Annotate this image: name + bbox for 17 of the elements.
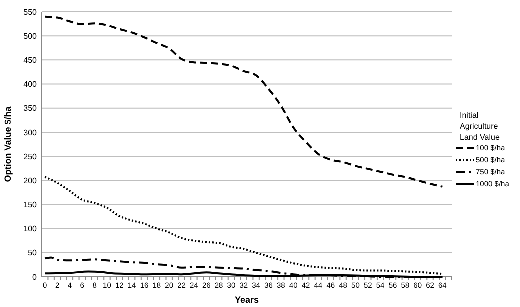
y-tick-label: 300 xyxy=(24,128,38,138)
y-tick-label: 500 xyxy=(24,32,38,41)
y-tick-label: 100 xyxy=(24,224,38,234)
y-tick-label: 250 xyxy=(24,152,38,162)
x-axis-title: Years xyxy=(234,295,260,305)
line-series xyxy=(44,176,444,276)
y-axis-title: Option Value $/ha xyxy=(3,106,13,182)
y-tick-label: 550 xyxy=(24,8,38,17)
y-tick-label: 350 xyxy=(24,104,38,114)
y-tick-label: 450 xyxy=(24,56,38,65)
y-tick-label: 50 xyxy=(28,248,38,258)
line-series xyxy=(44,16,444,188)
legend-title: Initial Agriculture Land Value xyxy=(460,111,500,142)
y-tick-label: 0 xyxy=(32,272,38,282)
y-tick-label: 150 xyxy=(24,200,38,210)
y-tick-label: 400 xyxy=(24,80,38,90)
y-tick-label: 200 xyxy=(24,176,38,186)
